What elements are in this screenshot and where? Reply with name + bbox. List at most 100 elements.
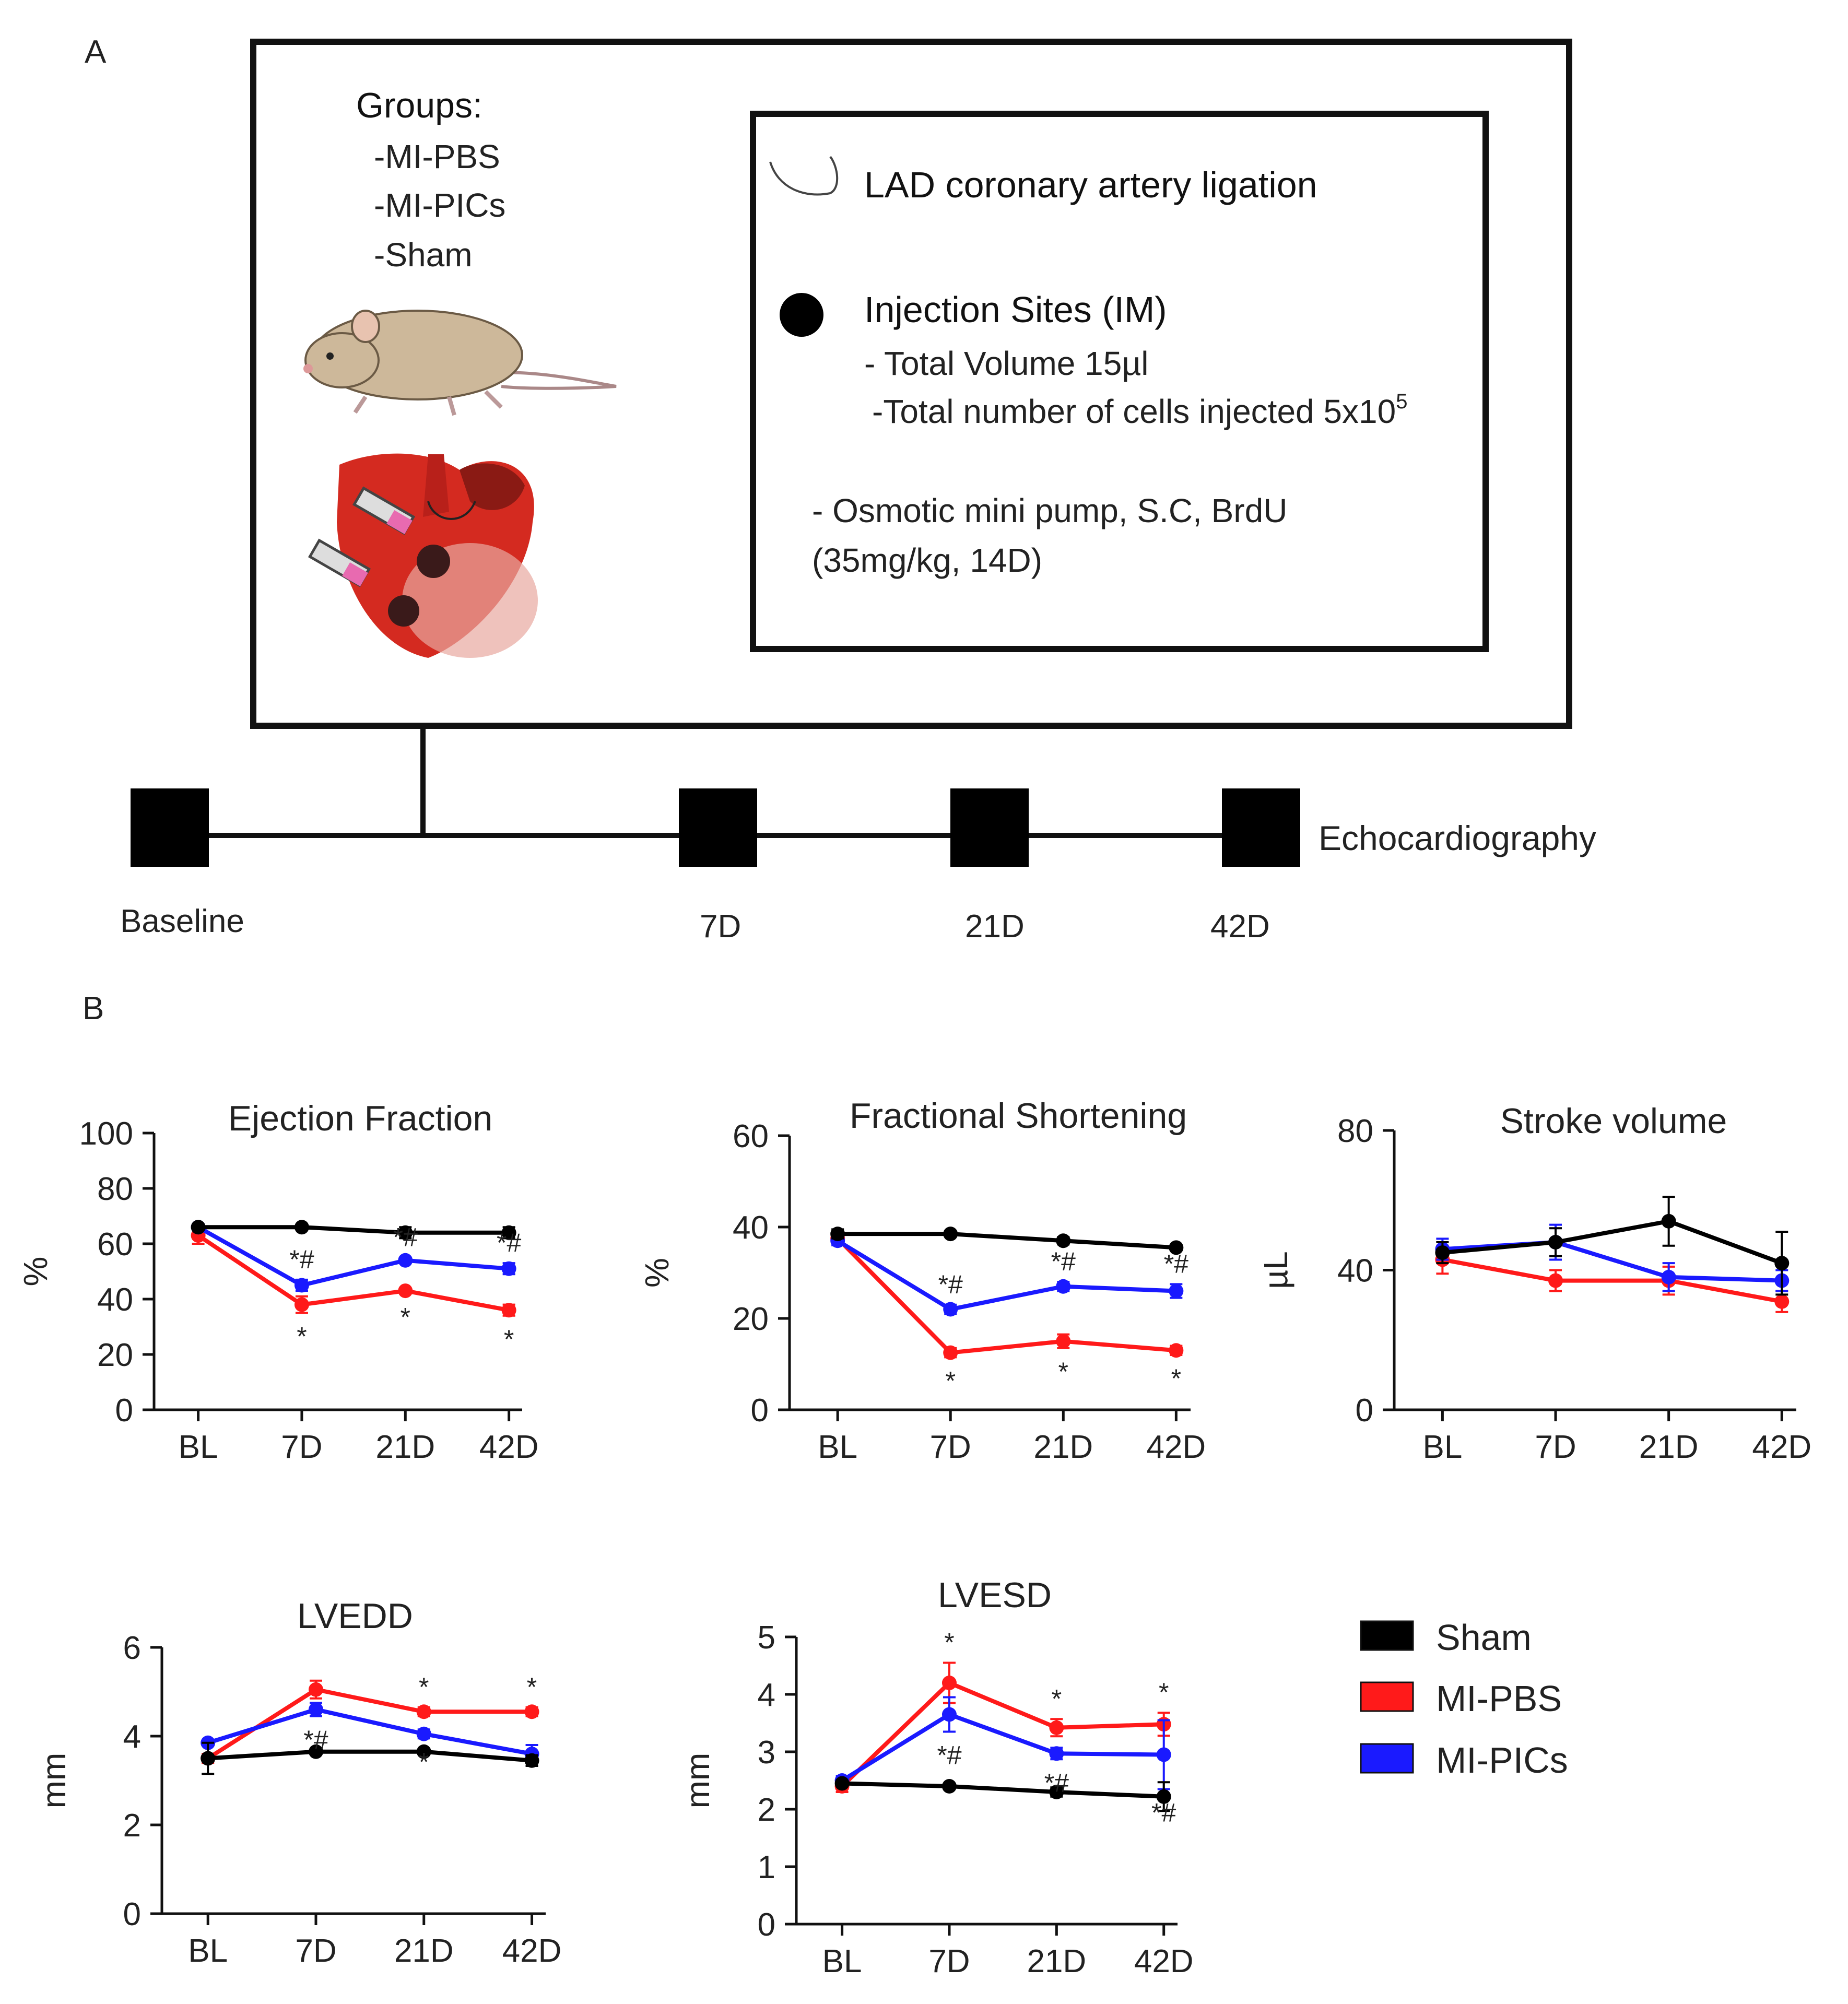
x-tick-label: 42D <box>479 1429 539 1465</box>
data-point-mi-pics <box>294 1278 309 1293</box>
x-tick-label: 21D <box>1027 1943 1086 1979</box>
significance-mark: *# <box>1151 1798 1176 1828</box>
outer-box <box>250 39 1572 729</box>
significance-mark: * <box>504 1325 514 1354</box>
legend: Sham MI-PBS MI-PICs <box>1360 1617 1568 1781</box>
data-point-sham <box>943 1227 958 1242</box>
timeline-point-21d: 21D <box>965 909 1025 945</box>
significance-mark: *# <box>938 1270 963 1299</box>
significance-mark: *# <box>937 1741 961 1770</box>
data-point-mi-pbs <box>941 1676 957 1690</box>
x-tick-label: 21D <box>394 1933 454 1969</box>
series-line-sham <box>842 1781 1164 1799</box>
significance-mark: * <box>297 1322 307 1351</box>
timeline-marker-baseline <box>131 788 209 867</box>
legend-label-sham: Sham <box>1436 1617 1532 1658</box>
y-tick-label: 1 <box>758 1849 775 1885</box>
series-line-sham <box>1442 1219 1783 1265</box>
timeline <box>131 726 1300 867</box>
x-tick-label: BL <box>818 1429 857 1465</box>
data-point-mi-pbs <box>308 1682 323 1697</box>
y-tick-label: 100 <box>79 1116 133 1152</box>
chart-title: LVEDD <box>297 1596 413 1636</box>
data-point-mi-pbs <box>294 1297 309 1312</box>
y-tick-label: 80 <box>1337 1113 1373 1149</box>
significance-mark: * <box>1058 1357 1068 1386</box>
y-tick-label: 3 <box>758 1735 775 1771</box>
panel-a-letter: A <box>85 34 107 70</box>
group-item-mi-pbs: -MI-PBS <box>374 138 500 175</box>
y-tick-label: 80 <box>97 1171 133 1207</box>
y-tick-label: 0 <box>115 1393 133 1429</box>
y-tick-label: 0 <box>758 1907 775 1943</box>
data-point-sham <box>1435 1245 1450 1260</box>
groups-title: Groups: <box>356 86 482 125</box>
x-tick-label: BL <box>188 1933 228 1969</box>
significance-mark: * <box>419 1747 429 1776</box>
data-point-mi-pbs <box>398 1283 413 1299</box>
data-point-mi-pbs <box>1774 1294 1790 1309</box>
chart-title: LVESD <box>938 1575 1052 1615</box>
significance-mark: * <box>419 1672 429 1702</box>
group-item-sham: -Sham <box>374 236 473 274</box>
data-point-sham <box>834 1776 850 1791</box>
significance-mark: *# <box>1044 1768 1069 1797</box>
significance-mark: * <box>945 1366 955 1395</box>
x-tick-label: 7D <box>930 1429 971 1465</box>
series-line-mi-pics <box>207 1707 533 1756</box>
x-tick-label: 21D <box>375 1429 435 1465</box>
data-point-sham <box>1661 1213 1676 1229</box>
y-tick-label: 6 <box>123 1630 141 1666</box>
data-point-mi-pbs <box>524 1704 539 1719</box>
significance-mark: *# <box>1164 1249 1188 1278</box>
x-tick-label: 7D <box>928 1943 970 1979</box>
significance-mark: *# <box>1051 1247 1076 1276</box>
x-tick-label: 7D <box>281 1429 322 1465</box>
data-point-mi-pics <box>1049 1746 1064 1761</box>
x-tick-label: 42D <box>1752 1429 1811 1465</box>
panel-b-letter: B <box>83 991 104 1027</box>
injection-title: Injection Sites (IM) <box>864 289 1167 330</box>
series-line-mi-pbs <box>836 1237 1176 1355</box>
significance-mark: * <box>1171 1364 1181 1393</box>
data-point-mi-pbs <box>501 1303 516 1318</box>
chart-ejection-fraction: Ejection Fraction% 0 20 40 60 80 100 BL 7D 21D 42D… <box>17 1099 538 1465</box>
timeline-marker-21d <box>950 788 1029 867</box>
data-point-mi-pics <box>943 1302 958 1317</box>
x-tick-label: BL <box>822 1943 862 1979</box>
data-point-mi-pics <box>308 1702 323 1717</box>
data-point-sham <box>1169 1240 1184 1255</box>
y-tick-label: 5 <box>758 1620 775 1656</box>
y-tick-label: 20 <box>97 1337 133 1373</box>
data-point-mi-pics <box>1169 1283 1184 1299</box>
chart-stroke-volume: Stroke volume µL 0 40 80 BL 7D 21D 42D <box>1257 1101 1811 1465</box>
heart-illustration <box>308 453 538 658</box>
data-point-mi-pbs <box>1169 1343 1184 1358</box>
data-point-sham <box>398 1225 413 1240</box>
series-line-sham <box>207 1749 532 1763</box>
y-tick-label: 40 <box>1337 1253 1373 1289</box>
significance-mark: *# <box>497 1228 521 1257</box>
data-point-sham <box>501 1225 516 1240</box>
series-line-mi-pbs <box>197 1233 510 1313</box>
series-line-sham <box>198 1225 509 1235</box>
ligation-text: LAD coronary artery ligation <box>864 164 1317 205</box>
timeline-marker-42d <box>1222 788 1300 867</box>
data-point-mi-pics <box>1156 1747 1171 1762</box>
x-tick-label: BL <box>179 1429 218 1465</box>
data-point-sham <box>524 1753 539 1768</box>
group-item-mi-pics: -MI-PICs <box>374 186 505 224</box>
data-point-mi-pbs <box>943 1345 958 1360</box>
series-line-mi-pbs <box>840 1680 1164 1788</box>
injection-cells: -Total number of cells injected 5x105 <box>872 390 1407 430</box>
y-tick-label: 2 <box>758 1792 775 1828</box>
injection-volume: - Total Volume 15µl <box>864 345 1148 382</box>
data-point-mi-pics <box>941 1707 957 1722</box>
chart-title: Stroke volume <box>1500 1101 1727 1141</box>
x-tick-label: 42D <box>1146 1429 1206 1465</box>
chart-fractional-shortening: Fractional Shortening% 0 20 40 60 BL 7D 21D 42D *… <box>638 1096 1206 1465</box>
data-point-mi-pbs <box>1049 1720 1064 1735</box>
pump-line-2: (35mg/kg, 14D) <box>812 541 1042 579</box>
significance-mark: *# <box>289 1245 314 1274</box>
